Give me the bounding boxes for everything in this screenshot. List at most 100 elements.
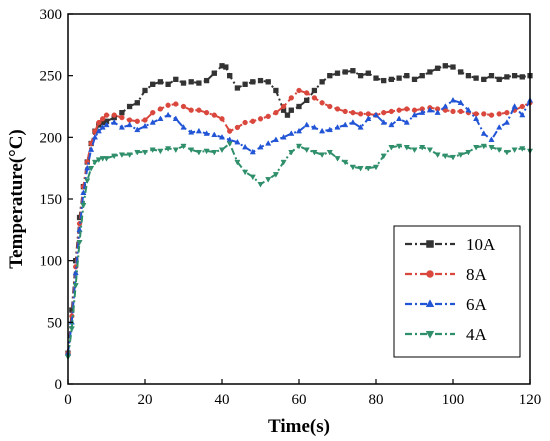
data-point-10A xyxy=(519,74,525,80)
x-tick-label: 40 xyxy=(215,392,230,408)
data-point-6A xyxy=(203,130,210,136)
data-point-8A xyxy=(257,116,264,122)
data-point-4A xyxy=(80,202,87,209)
data-point-4A xyxy=(88,165,95,172)
data-point-6A xyxy=(95,127,102,134)
y-tick-label: 0 xyxy=(55,377,63,393)
data-point-6A xyxy=(180,124,187,130)
data-point-8A xyxy=(327,103,333,110)
data-point-6A xyxy=(303,121,310,128)
data-point-8A xyxy=(381,110,387,116)
data-point-4A xyxy=(234,159,241,166)
data-point-4A xyxy=(326,149,333,156)
data-point-10A xyxy=(173,76,179,83)
data-point-10A xyxy=(473,75,479,81)
data-point-4A xyxy=(473,145,480,151)
data-point-8A xyxy=(227,128,233,134)
data-point-10A xyxy=(511,73,518,79)
data-point-8A xyxy=(319,100,325,106)
data-point-6A xyxy=(195,127,202,134)
data-point-10A xyxy=(304,97,310,103)
data-point-6A xyxy=(72,269,79,276)
data-point-4A xyxy=(380,153,387,160)
data-point-10A xyxy=(450,64,456,70)
data-point-4A xyxy=(72,283,79,289)
data-point-6A xyxy=(419,109,426,115)
data-point-8A xyxy=(157,106,164,112)
data-point-10A xyxy=(342,69,348,75)
data-point-6A xyxy=(334,124,341,130)
data-point-10A xyxy=(157,79,164,85)
data-point-6A xyxy=(465,106,472,113)
data-point-4A xyxy=(403,145,410,151)
y-axis-title: Temperature(°C) xyxy=(6,129,27,269)
data-point-10A xyxy=(458,69,464,75)
data-point-4A xyxy=(68,326,75,332)
data-point-4A xyxy=(172,147,179,154)
data-point-8A xyxy=(350,110,356,116)
data-point-10A xyxy=(250,79,256,85)
data-point-10A xyxy=(180,80,187,86)
data-point-6A xyxy=(172,115,179,122)
data-point-6A xyxy=(118,124,125,130)
data-point-10A xyxy=(311,87,318,94)
data-point-10A xyxy=(227,73,233,79)
data-point-6A xyxy=(457,99,464,105)
data-point-8A xyxy=(519,103,525,110)
data-point-10A xyxy=(257,77,264,84)
data-point-10A xyxy=(334,70,341,76)
data-point-4A xyxy=(488,145,495,151)
data-point-8A xyxy=(188,107,194,113)
data-point-6A xyxy=(188,129,195,135)
series-line-10A xyxy=(67,64,531,354)
data-point-4A xyxy=(319,152,326,158)
data-point-8A xyxy=(296,87,302,94)
series-layer xyxy=(64,63,534,361)
data-point-8A xyxy=(142,117,148,123)
data-point-8A xyxy=(304,90,310,96)
data-point-6A xyxy=(272,136,279,142)
data-point-10A xyxy=(381,77,387,84)
data-point-4A xyxy=(426,147,433,154)
data-point-10A xyxy=(404,73,410,79)
data-point-6A xyxy=(288,130,295,136)
y-axis-ticks: 0 50 100 150 200 250 300 xyxy=(40,7,73,393)
legend: 10A 8A 6A 4A xyxy=(393,225,521,358)
data-point-6A xyxy=(234,138,241,145)
data-point-6A xyxy=(319,127,326,134)
y-tick-label: 200 xyxy=(40,130,63,146)
data-point-6A xyxy=(111,119,118,125)
data-point-10A xyxy=(434,65,441,71)
data-point-10A xyxy=(223,64,229,70)
data-point-4A xyxy=(218,147,226,154)
data-point-4A xyxy=(265,177,272,183)
data-point-4A xyxy=(334,156,341,162)
data-point-10A xyxy=(388,76,395,83)
data-point-6A xyxy=(141,122,149,129)
legend-label-4A: 4A xyxy=(466,325,488,344)
data-point-6A xyxy=(357,124,364,130)
data-point-6A xyxy=(134,126,141,133)
data-point-8A xyxy=(342,108,348,115)
data-point-8A xyxy=(311,95,318,101)
data-point-4A xyxy=(388,145,395,151)
data-point-6A xyxy=(165,111,172,118)
data-point-8A xyxy=(404,106,410,112)
data-point-8A xyxy=(219,116,225,122)
data-point-6A xyxy=(449,96,457,103)
data-point-8A xyxy=(504,110,510,116)
data-point-4A xyxy=(76,239,83,246)
data-point-4A xyxy=(226,141,233,147)
x-tick-label: 0 xyxy=(64,392,72,408)
data-point-4A xyxy=(365,165,372,172)
y-tick-label: 150 xyxy=(40,192,63,208)
data-point-8A xyxy=(488,112,495,118)
data-point-4A xyxy=(465,149,472,156)
data-point-6A xyxy=(349,119,356,125)
data-point-10A xyxy=(350,68,356,74)
data-point-8A xyxy=(134,118,140,124)
data-point-4A xyxy=(149,147,156,154)
data-point-6A xyxy=(84,164,91,171)
data-point-4A xyxy=(84,178,91,184)
